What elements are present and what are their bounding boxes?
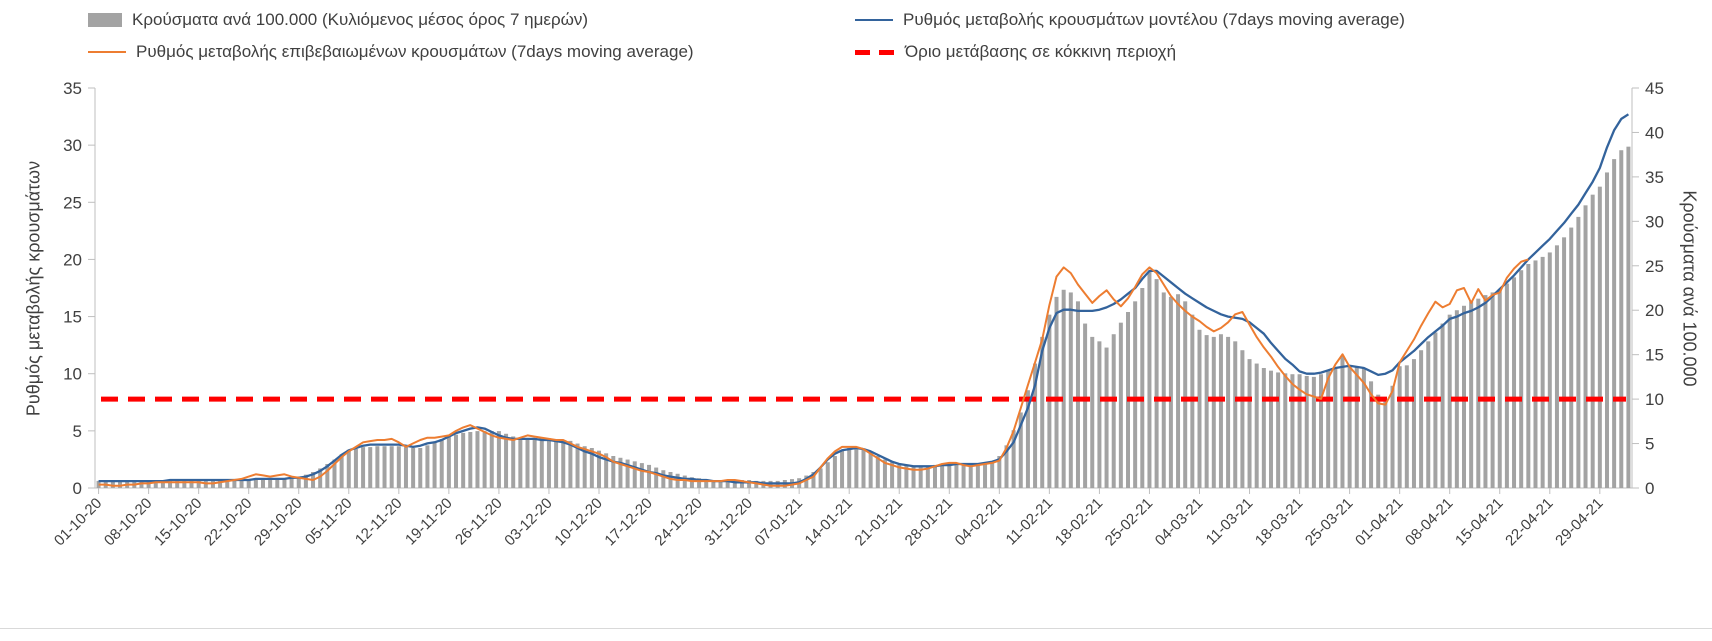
svg-text:19-11-20: 19-11-20 bbox=[402, 495, 456, 549]
svg-text:15-04-21: 15-04-21 bbox=[1452, 495, 1506, 549]
svg-text:01-10-20: 01-10-20 bbox=[51, 495, 105, 549]
x-axis-ticks: 01-10-2008-10-2015-10-2022-10-2029-10-20… bbox=[51, 488, 1607, 549]
left-axis-title: Ρυθμός μεταβολής κρουσμάτων bbox=[23, 160, 44, 417]
svg-text:20: 20 bbox=[1645, 301, 1664, 320]
legend-item-cases-bars: Κρούσματα ανά 100.000 (Κυλιόμενος μέσος … bbox=[88, 10, 588, 30]
svg-text:21-01-21: 21-01-21 bbox=[852, 495, 906, 549]
svg-text:5: 5 bbox=[1645, 435, 1654, 454]
svg-text:25: 25 bbox=[1645, 257, 1664, 276]
svg-text:35: 35 bbox=[1645, 168, 1664, 187]
svg-text:29-04-21: 29-04-21 bbox=[1552, 495, 1606, 549]
svg-text:45: 45 bbox=[1645, 79, 1664, 98]
legend-item-red-threshold: Όριο μετάβασης σε κόκκινη περιοχή bbox=[855, 42, 1176, 62]
svg-text:07-01-21: 07-01-21 bbox=[752, 495, 806, 549]
svg-text:22-04-21: 22-04-21 bbox=[1502, 495, 1556, 549]
svg-text:24-12-20: 24-12-20 bbox=[651, 495, 705, 549]
legend-item-confirmed-rate: Ρυθμός μεταβολής επιβεβαιωμένων κρουσμάτ… bbox=[88, 42, 694, 62]
svg-text:17-12-20: 17-12-20 bbox=[601, 495, 655, 549]
svg-text:03-12-20: 03-12-20 bbox=[501, 495, 555, 549]
red-dashed-swatch-icon bbox=[855, 49, 895, 55]
bar-swatch-icon bbox=[88, 13, 122, 27]
svg-text:18-03-21: 18-03-21 bbox=[1252, 495, 1306, 549]
svg-text:0: 0 bbox=[73, 479, 82, 498]
right-axis-title: Κρούσματα ανά 100.000 bbox=[1679, 190, 1700, 387]
svg-text:10: 10 bbox=[1645, 390, 1664, 409]
svg-text:18-02-21: 18-02-21 bbox=[1052, 495, 1106, 549]
svg-text:35: 35 bbox=[63, 79, 82, 98]
svg-text:25-03-21: 25-03-21 bbox=[1302, 495, 1356, 549]
blue-line-swatch-icon bbox=[855, 19, 893, 21]
svg-text:22-10-20: 22-10-20 bbox=[201, 495, 255, 549]
svg-text:08-04-21: 08-04-21 bbox=[1402, 495, 1456, 549]
svg-text:25: 25 bbox=[63, 193, 82, 212]
svg-text:15: 15 bbox=[1645, 346, 1664, 365]
svg-text:40: 40 bbox=[1645, 123, 1664, 142]
svg-text:25-02-21: 25-02-21 bbox=[1102, 495, 1156, 549]
svg-text:31-12-20: 31-12-20 bbox=[701, 495, 755, 549]
svg-text:04-03-21: 04-03-21 bbox=[1152, 495, 1206, 549]
svg-text:30: 30 bbox=[1645, 212, 1664, 231]
legend-label-model-rate: Ρυθμός μεταβολής κρουσμάτων μοντέλου (7d… bbox=[903, 10, 1405, 29]
right-axis-ticks: 0 5 10 15 20 25 30 35 40 45 bbox=[1632, 79, 1664, 498]
svg-text:08-10-20: 08-10-20 bbox=[101, 495, 155, 549]
svg-text:15: 15 bbox=[63, 308, 82, 327]
svg-text:04-02-21: 04-02-21 bbox=[952, 495, 1006, 549]
page-bottom-border bbox=[0, 628, 1712, 629]
left-axis-ticks: 0 5 10 15 20 25 30 35 bbox=[63, 79, 95, 498]
svg-text:14-01-21: 14-01-21 bbox=[802, 495, 856, 549]
svg-text:29-10-20: 29-10-20 bbox=[251, 495, 305, 549]
svg-text:05-11-20: 05-11-20 bbox=[302, 495, 356, 549]
svg-text:5: 5 bbox=[73, 422, 82, 441]
svg-text:26-11-20: 26-11-20 bbox=[452, 495, 506, 549]
confirmed-rate-line bbox=[98, 258, 1529, 487]
svg-text:0: 0 bbox=[1645, 479, 1654, 498]
cases-bars-series bbox=[96, 146, 1631, 489]
svg-text:01-04-21: 01-04-21 bbox=[1352, 495, 1406, 549]
svg-text:10: 10 bbox=[63, 365, 82, 384]
svg-text:11-02-21: 11-02-21 bbox=[1003, 495, 1057, 549]
svg-text:10-12-20: 10-12-20 bbox=[551, 495, 605, 549]
svg-text:11-03-21: 11-03-21 bbox=[1203, 495, 1257, 549]
svg-text:28-01-21: 28-01-21 bbox=[902, 495, 956, 549]
legend-item-model-rate: Ρυθμός μεταβολής κρουσμάτων μοντέλου (7d… bbox=[855, 10, 1405, 30]
svg-text:12-11-20: 12-11-20 bbox=[352, 495, 406, 549]
legend-label-red-threshold: Όριο μετάβασης σε κόκκινη περιοχή bbox=[905, 42, 1177, 61]
svg-text:20: 20 bbox=[63, 250, 82, 269]
legend-label-confirmed-rate: Ρυθμός μεταβολής επιβεβαιωμένων κρουσμάτ… bbox=[136, 42, 694, 61]
legend-label-cases-bars: Κρούσματα ανά 100.000 (Κυλιόμενος μέσος … bbox=[132, 10, 589, 29]
orange-line-swatch-icon bbox=[88, 51, 126, 53]
svg-text:30: 30 bbox=[63, 136, 82, 155]
svg-text:15-10-20: 15-10-20 bbox=[151, 495, 205, 549]
